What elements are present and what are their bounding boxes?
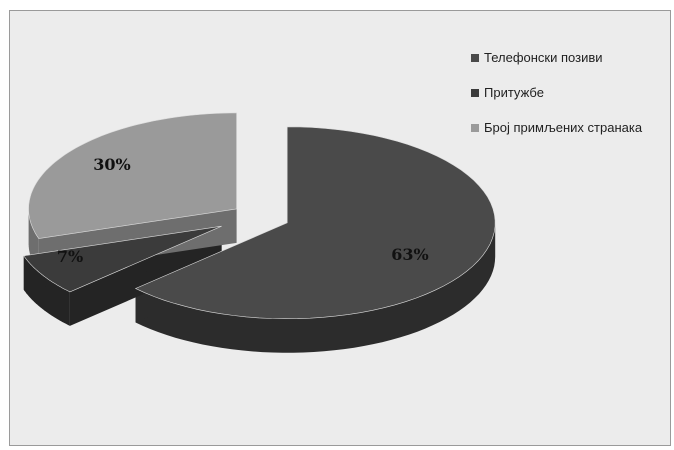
pie-slice [28, 112, 237, 239]
pie-chart: 63% 7% 30% [23, 112, 496, 353]
chart-area: 63% 7% 30% Телефонски позиви Притужбе Број… [9, 10, 671, 446]
legend-swatch-icon [471, 88, 479, 97]
legend-item: Притужбе [471, 84, 642, 101]
legend-label: Притужбе [484, 85, 544, 100]
legend-item: Телефонски позиви [471, 49, 642, 66]
legend-label: Телефонски позиви [484, 50, 603, 65]
pie-slice [23, 225, 222, 293]
legend: Телефонски позиви Притужбе Број примљени… [471, 49, 642, 154]
data-label: 30% [93, 155, 130, 174]
legend-swatch-icon [471, 123, 479, 132]
pie-slice [134, 126, 496, 320]
legend-item: Број примљених странака [471, 119, 642, 136]
data-label: 7% [57, 247, 83, 266]
legend-swatch-icon [471, 53, 479, 62]
data-label: 63% [391, 245, 428, 264]
pie-slice-side [135, 222, 496, 353]
legend-label: Број примљених странака [484, 120, 643, 135]
